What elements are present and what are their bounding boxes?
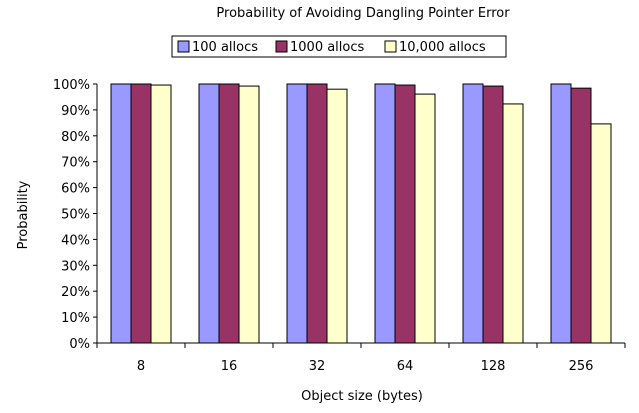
x-tick-label-128: 128: [481, 359, 506, 374]
y-tick-label: 90%: [61, 104, 90, 119]
chart-title: Probability of Avoiding Dangling Pointer…: [216, 6, 510, 21]
y-tick-label: 70%: [61, 156, 90, 171]
bar-10-000-allocs-32: [326, 88, 348, 344]
x-tick-label-256: 256: [569, 359, 594, 374]
legend: 100 allocs 1000 allocs 10,000 allocs: [171, 35, 507, 58]
y-axis-label: Probability: [16, 180, 31, 249]
x-tick-label-32: 32: [309, 359, 326, 374]
y-tick-label: 80%: [61, 130, 90, 145]
bars-layer: [110, 83, 612, 344]
bar-100-allocs-64: [374, 83, 396, 344]
legend-swatch-1000-allocs: [275, 40, 288, 53]
bar-100-allocs-256: [550, 83, 572, 344]
legend-label-1000-allocs: 1000 allocs: [290, 40, 365, 55]
y-tick-label: 60%: [61, 182, 90, 197]
y-tick-label: 20%: [61, 285, 90, 300]
bar-10-000-allocs-128: [502, 103, 524, 344]
legend-label-10000-allocs: 10,000 allocs: [399, 40, 486, 55]
legend-frame: [171, 35, 507, 58]
bar-10-000-allocs-256: [590, 123, 612, 344]
bar-1000-allocs-16: [218, 83, 240, 344]
x-ticks-layer: 8 16 32 64 128 256: [96, 343, 626, 374]
y-tick-label: 40%: [61, 233, 90, 248]
y-tick-label: 10%: [61, 311, 90, 326]
y-tick-label: 30%: [61, 259, 90, 274]
y-tick-label: 100%: [53, 78, 90, 93]
bar-100-allocs-16: [198, 83, 220, 344]
legend-swatch-100-allocs: [177, 40, 190, 53]
x-tick-label-16: 16: [221, 359, 238, 374]
x-axis-label: Object size (bytes): [301, 389, 423, 404]
bar-100-allocs-8: [110, 83, 132, 344]
bar-100-allocs-128: [462, 83, 484, 344]
y-tick-label: 50%: [61, 208, 90, 223]
legend-label-100-allocs: 100 allocs: [192, 40, 258, 55]
bar-10-000-allocs-8: [150, 84, 172, 344]
x-tick-label-8: 8: [137, 359, 145, 374]
bar-10-000-allocs-64: [414, 93, 436, 344]
y-ticks-layer: 0% 10% 20% 30% 40% 50% 60% 70% 80% 90% 100%: [53, 78, 97, 352]
bar-10-000-allocs-16: [238, 85, 260, 344]
bar-1000-allocs-64: [394, 84, 416, 344]
y-tick-label: 0%: [69, 337, 90, 352]
bar-100-allocs-32: [286, 83, 308, 344]
x-tick-label-64: 64: [397, 359, 414, 374]
bar-1000-allocs-8: [130, 83, 152, 344]
bar-1000-allocs-256: [570, 87, 592, 344]
bar-1000-allocs-32: [306, 83, 328, 344]
bar-1000-allocs-128: [482, 85, 504, 344]
legend-swatch-10000-allocs: [384, 40, 397, 53]
